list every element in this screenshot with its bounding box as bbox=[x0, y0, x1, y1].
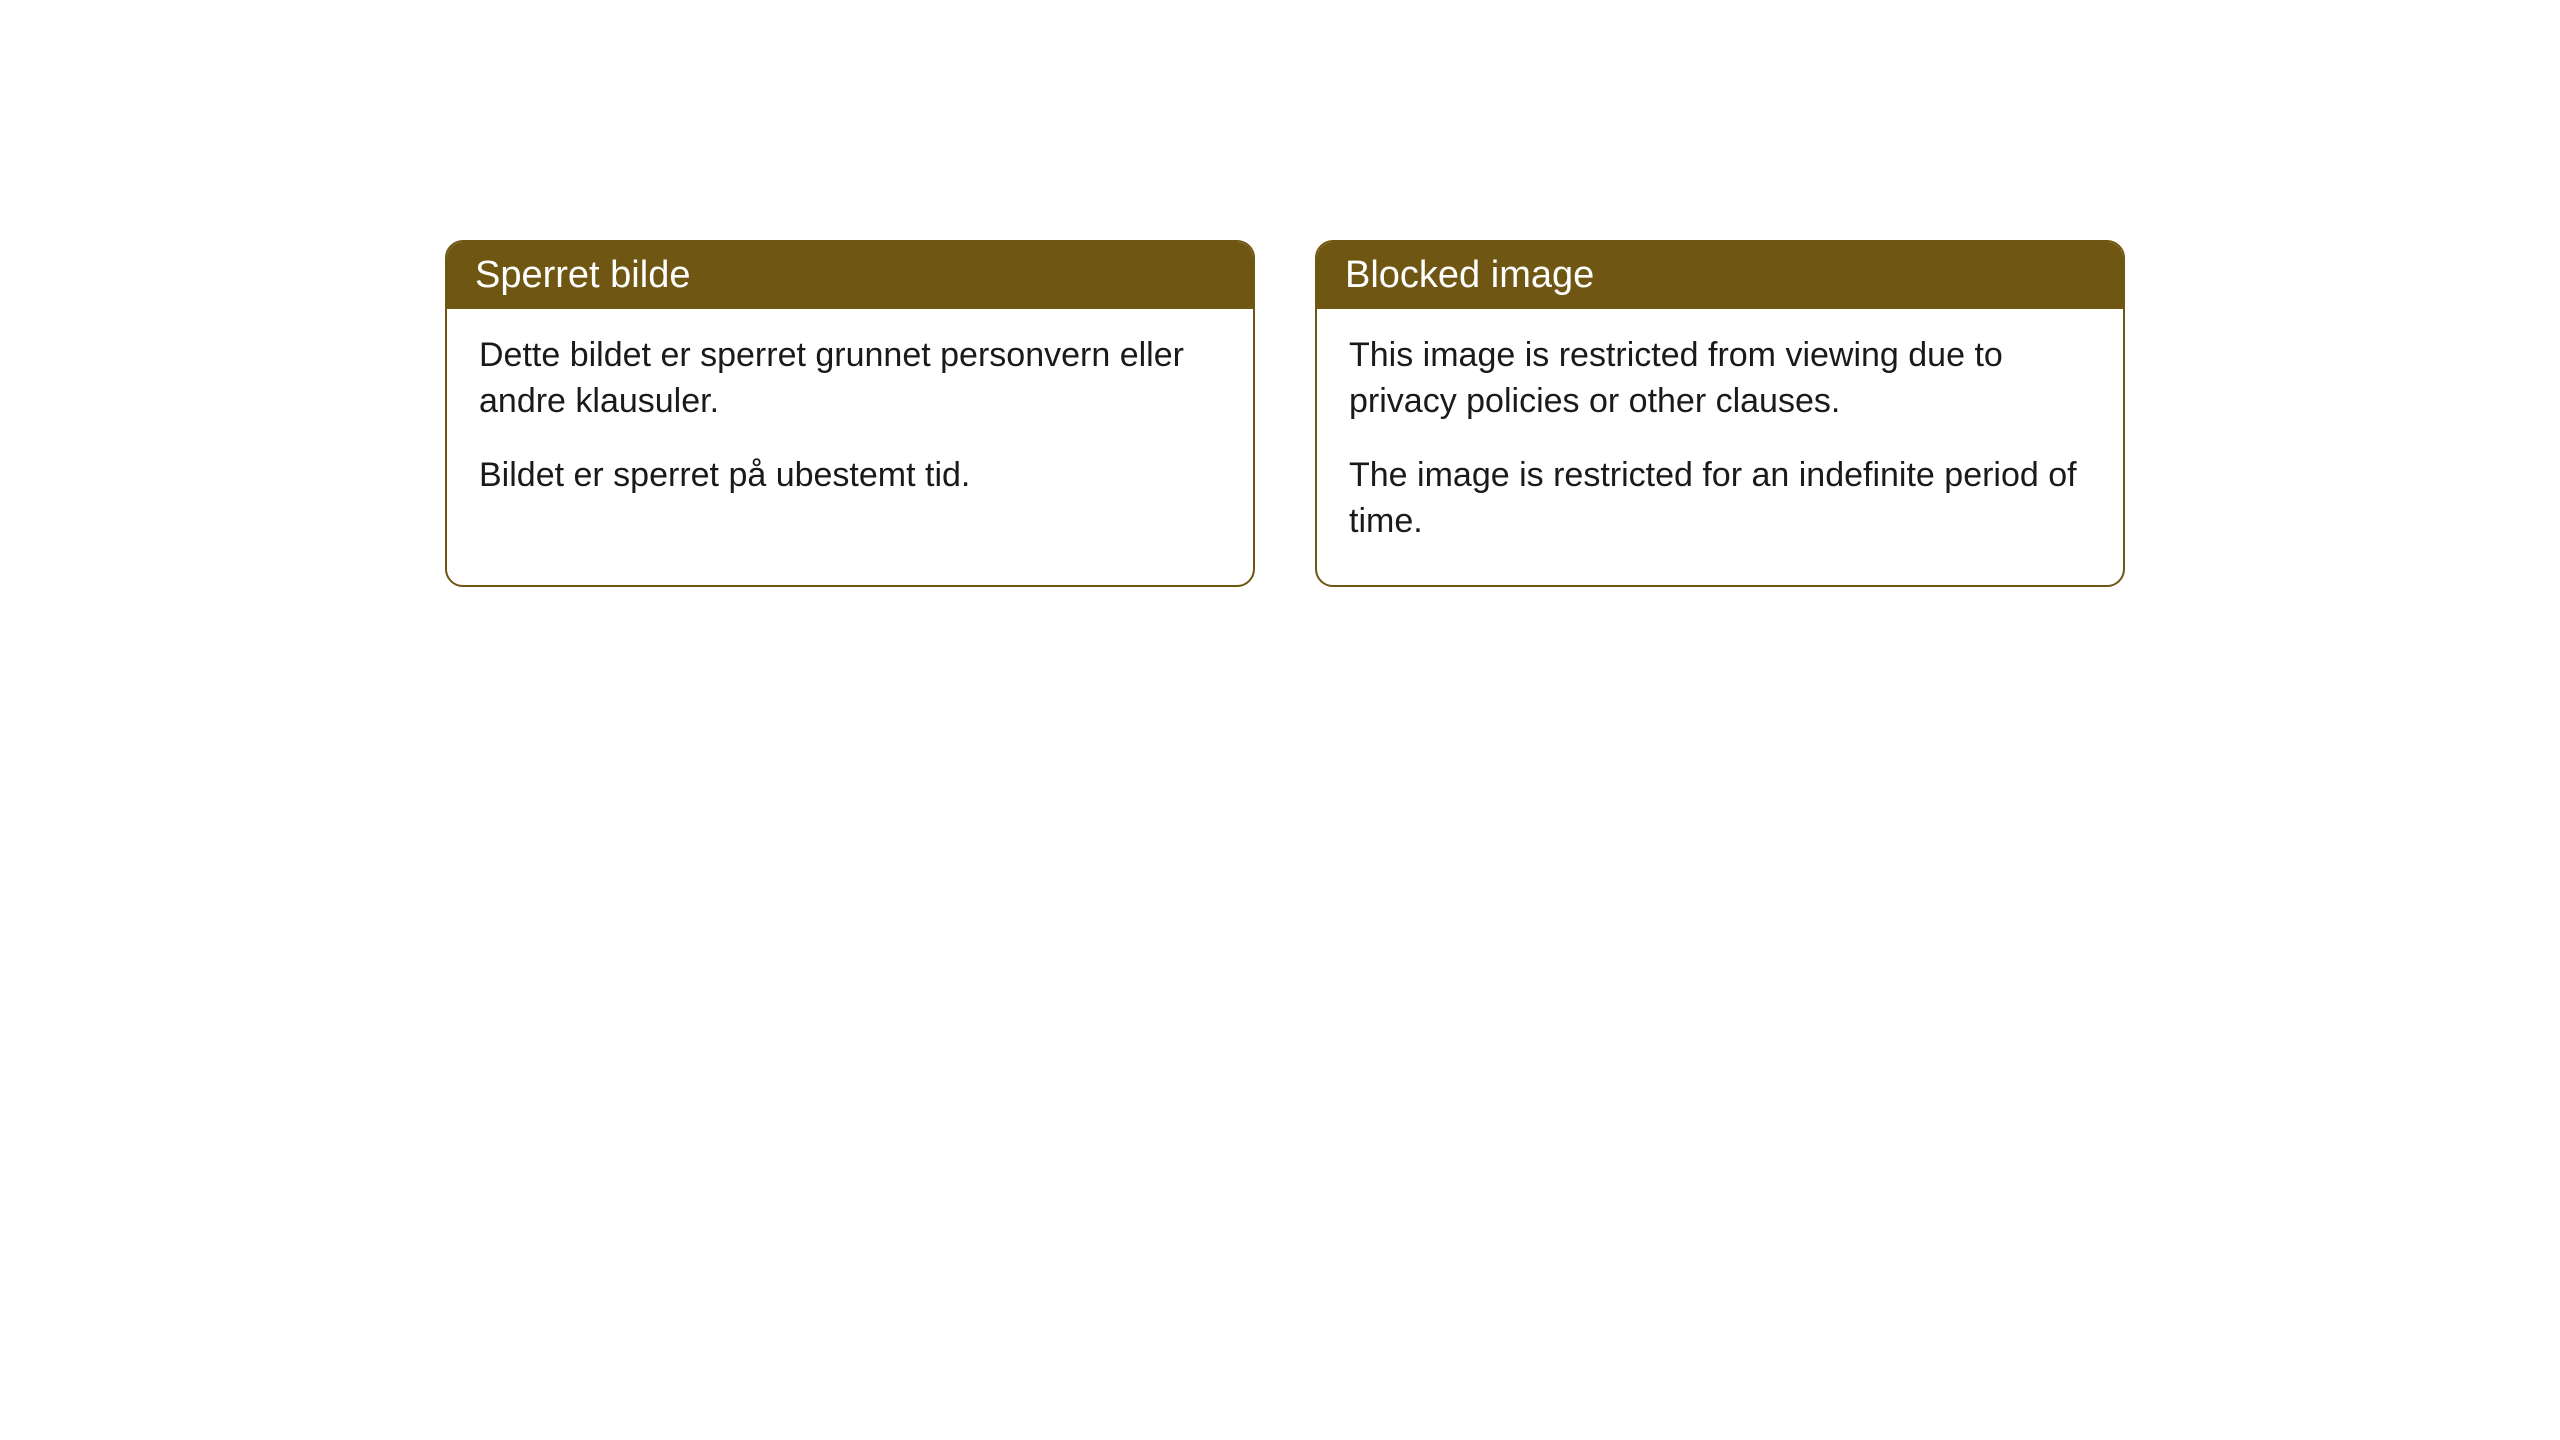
notice-card-norwegian: Sperret bilde Dette bildet er sperret gr… bbox=[445, 240, 1255, 587]
card-title: Sperret bilde bbox=[475, 254, 690, 296]
card-paragraph: Bildet er sperret på ubestemt tid. bbox=[479, 453, 1221, 499]
card-header-norwegian: Sperret bilde bbox=[447, 242, 1253, 309]
card-header-english: Blocked image bbox=[1317, 242, 2123, 309]
card-title: Blocked image bbox=[1345, 254, 1594, 296]
card-body-norwegian: Dette bildet er sperret grunnet personve… bbox=[447, 309, 1253, 539]
card-paragraph: This image is restricted from viewing du… bbox=[1349, 333, 2091, 425]
card-body-english: This image is restricted from viewing du… bbox=[1317, 309, 2123, 585]
notice-cards-container: Sperret bilde Dette bildet er sperret gr… bbox=[445, 240, 2125, 587]
card-paragraph: Dette bildet er sperret grunnet personve… bbox=[479, 333, 1221, 425]
card-paragraph: The image is restricted for an indefinit… bbox=[1349, 453, 2091, 545]
notice-card-english: Blocked image This image is restricted f… bbox=[1315, 240, 2125, 587]
